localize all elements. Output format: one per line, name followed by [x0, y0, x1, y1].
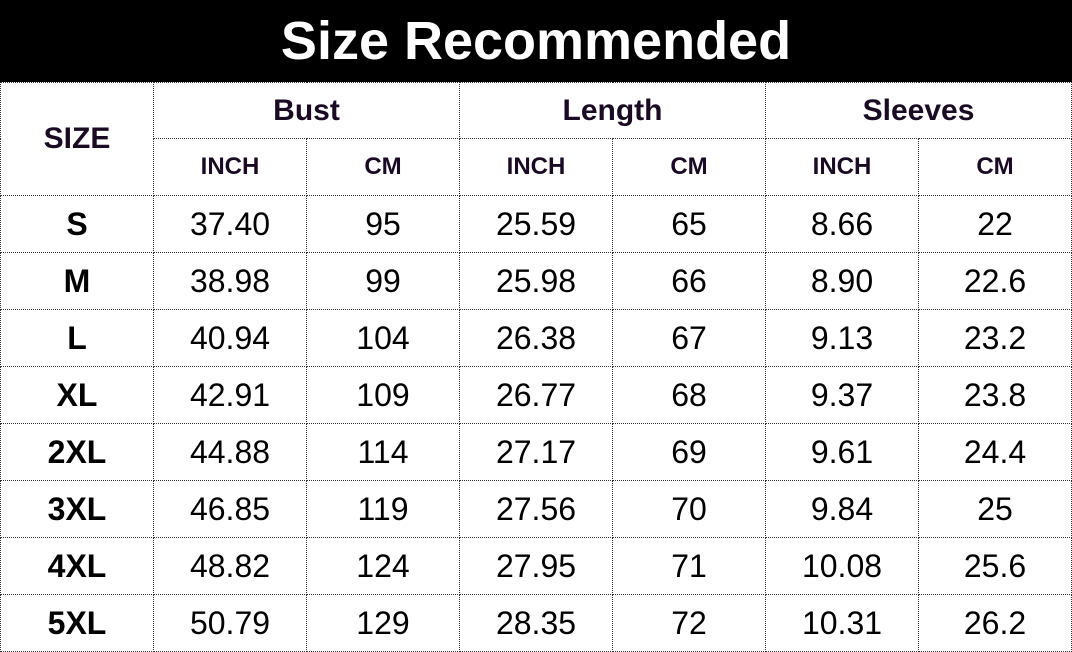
table-row: 5XL 50.79 129 28.35 72 10.31 26.2: [0, 594, 1072, 652]
table-row: 4XL 48.82 124 27.95 71 10.08 25.6: [0, 537, 1072, 595]
value-cell: 10.08: [765, 537, 919, 595]
value-cell: 9.37: [765, 366, 919, 424]
value-cell: 70: [612, 480, 766, 538]
value-cell: 71: [612, 537, 766, 595]
table-row: 3XL 46.85 119 27.56 70 9.84 25: [0, 480, 1072, 538]
value-cell: 68: [612, 366, 766, 424]
value-cell: 119: [306, 480, 460, 538]
value-cell: 42.91: [153, 366, 307, 424]
value-cell: 25.59: [459, 195, 613, 253]
group-header-length: Length: [459, 82, 766, 139]
value-cell: 9.61: [765, 423, 919, 481]
unit-header: INCH: [153, 138, 307, 196]
value-cell: 69: [612, 423, 766, 481]
value-cell: 99: [306, 252, 460, 310]
value-cell: 22: [918, 195, 1072, 253]
value-cell: 67: [612, 309, 766, 367]
size-cell: M: [0, 252, 154, 310]
value-cell: 26.38: [459, 309, 613, 367]
value-cell: 9.13: [765, 309, 919, 367]
unit-header: INCH: [765, 138, 919, 196]
size-cell: L: [0, 309, 154, 367]
unit-header: CM: [918, 138, 1072, 196]
value-cell: 25.98: [459, 252, 613, 310]
value-cell: 48.82: [153, 537, 307, 595]
group-header-sleeves: Sleeves: [765, 82, 1072, 139]
value-cell: 26.77: [459, 366, 613, 424]
value-cell: 46.85: [153, 480, 307, 538]
value-cell: 50.79: [153, 594, 307, 652]
value-cell: 124: [306, 537, 460, 595]
size-cell: 4XL: [0, 537, 154, 595]
value-cell: 23.2: [918, 309, 1072, 367]
page-title: Size Recommended: [0, 0, 1072, 82]
table-row: XL 42.91 109 26.77 68 9.37 23.8: [0, 366, 1072, 424]
value-cell: 25: [918, 480, 1072, 538]
value-cell: 104: [306, 309, 460, 367]
header-row-groups: SIZE Bust Length Sleeves: [0, 82, 1072, 196]
value-cell: 66: [612, 252, 766, 310]
value-cell: 8.66: [765, 195, 919, 253]
size-cell: 2XL: [0, 423, 154, 481]
value-cell: 44.88: [153, 423, 307, 481]
size-cell: 5XL: [0, 594, 154, 652]
value-cell: 27.56: [459, 480, 613, 538]
value-cell: 109: [306, 366, 460, 424]
value-cell: 65: [612, 195, 766, 253]
size-cell: XL: [0, 366, 154, 424]
size-header: SIZE: [0, 82, 154, 196]
value-cell: 10.31: [765, 594, 919, 652]
table-row: 2XL 44.88 114 27.17 69 9.61 24.4: [0, 423, 1072, 481]
value-cell: 24.4: [918, 423, 1072, 481]
value-cell: 40.94: [153, 309, 307, 367]
unit-header: INCH: [459, 138, 613, 196]
value-cell: 23.8: [918, 366, 1072, 424]
value-cell: 22.6: [918, 252, 1072, 310]
size-cell: S: [0, 195, 154, 253]
value-cell: 26.2: [918, 594, 1072, 652]
table-row: M 38.98 99 25.98 66 8.90 22.6: [0, 252, 1072, 310]
value-cell: 38.98: [153, 252, 307, 310]
unit-header: CM: [306, 138, 460, 196]
value-cell: 9.84: [765, 480, 919, 538]
unit-header: CM: [612, 138, 766, 196]
size-cell: 3XL: [0, 480, 154, 538]
value-cell: 8.90: [765, 252, 919, 310]
value-cell: 28.35: [459, 594, 613, 652]
value-cell: 27.95: [459, 537, 613, 595]
size-table: SIZE Bust Length Sleeves INCH CM INCH CM…: [0, 82, 1072, 652]
value-cell: 129: [306, 594, 460, 652]
table-row: L 40.94 104 26.38 67 9.13 23.2: [0, 309, 1072, 367]
table-row: S 37.40 95 25.59 65 8.66 22: [0, 195, 1072, 253]
value-cell: 37.40: [153, 195, 307, 253]
value-cell: 95: [306, 195, 460, 253]
value-cell: 72: [612, 594, 766, 652]
header-row-units: INCH CM INCH CM INCH CM: [1, 138, 1072, 196]
value-cell: 25.6: [918, 537, 1072, 595]
group-header-bust: Bust: [153, 82, 460, 139]
value-cell: 27.17: [459, 423, 613, 481]
value-cell: 114: [306, 423, 460, 481]
